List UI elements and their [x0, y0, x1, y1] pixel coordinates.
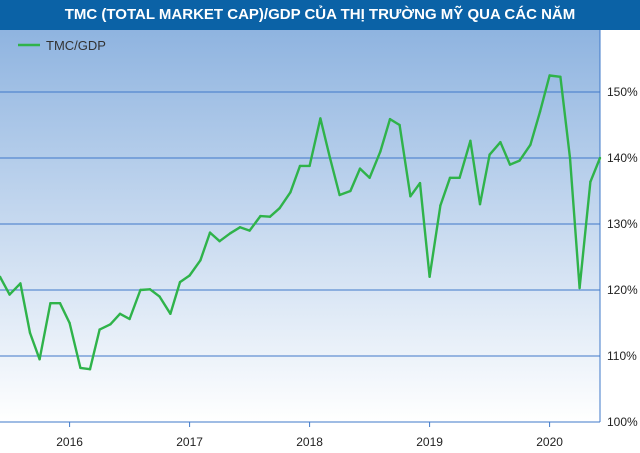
data-point [79, 366, 82, 370]
gridlines [0, 91, 600, 357]
data-point [458, 176, 461, 179]
data-point [169, 312, 172, 315]
data-point [578, 286, 581, 290]
data-point [529, 143, 532, 146]
data-point [499, 141, 502, 144]
x-tick-label: 2017 [176, 435, 203, 449]
legend: TMC/GDP [18, 38, 106, 53]
data-point [448, 176, 452, 179]
data-point [0, 275, 2, 278]
data-point [148, 288, 152, 291]
data-point [238, 226, 242, 229]
data-point [248, 229, 251, 232]
data-point [58, 302, 62, 305]
data-point [98, 328, 101, 331]
y-tick-label: 100% [607, 415, 638, 429]
data-point [488, 153, 491, 156]
data-point [418, 181, 422, 185]
data-point [308, 164, 311, 168]
y-tick-label: 120% [607, 283, 638, 297]
x-tick-label: 2019 [416, 435, 443, 449]
x-tick-label: 2018 [296, 435, 323, 449]
data-point [518, 159, 521, 162]
data-point [68, 321, 71, 325]
data-point [49, 302, 52, 305]
data-point [178, 280, 182, 284]
data-point [199, 259, 202, 262]
data-point [139, 288, 142, 292]
data-point [38, 358, 41, 361]
data-point [118, 312, 122, 315]
data-point [409, 195, 412, 198]
data-point [548, 74, 551, 77]
title-bar [0, 0, 640, 30]
data-points [0, 74, 602, 371]
y-tick-label: 150% [607, 85, 638, 99]
data-point [289, 191, 292, 194]
data-point [398, 123, 401, 127]
y-tick-label: 130% [607, 217, 638, 231]
data-point [88, 368, 92, 371]
legend-label: TMC/GDP [46, 38, 106, 53]
y-tick-label: 140% [607, 151, 638, 165]
y-axis: 100% 110% 120% 130% 140% 150% [607, 85, 638, 429]
data-point [358, 167, 362, 170]
data-point [538, 110, 542, 114]
x-tick-label: 2020 [536, 435, 563, 449]
data-point [319, 117, 322, 120]
data-point [268, 215, 272, 218]
x-axis: 2016 2017 2018 2019 2020 [56, 422, 563, 449]
data-point [379, 150, 382, 153]
chart-title: TMC (TOTAL MARKET CAP)/GDP CỦA THỊ TRƯỜN… [64, 6, 576, 23]
data-point [278, 207, 281, 210]
y-tick-label: 110% [607, 349, 637, 363]
data-point [508, 163, 512, 166]
data-point [28, 331, 32, 335]
data-point [298, 164, 302, 168]
data-point [349, 189, 352, 193]
data-point [478, 203, 482, 206]
data-point [109, 323, 112, 326]
data-point [259, 214, 262, 218]
data-point [188, 274, 191, 277]
data-point [589, 180, 592, 183]
data-point [208, 231, 212, 234]
data-point [218, 240, 221, 243]
data-point [428, 275, 431, 278]
data-point [469, 139, 472, 142]
data-point [388, 117, 392, 121]
data-point [328, 156, 332, 160]
data-point [559, 75, 562, 79]
data-point [439, 204, 442, 207]
plot-area [0, 30, 600, 422]
data-point [128, 317, 131, 321]
data-point [598, 156, 602, 160]
data-point [338, 193, 341, 197]
data-point [368, 176, 371, 179]
data-point [8, 293, 11, 296]
data-point [19, 282, 22, 285]
x-tick-label: 2016 [56, 435, 83, 449]
data-point [158, 295, 161, 298]
data-point [229, 232, 232, 235]
data-point [568, 156, 572, 160]
